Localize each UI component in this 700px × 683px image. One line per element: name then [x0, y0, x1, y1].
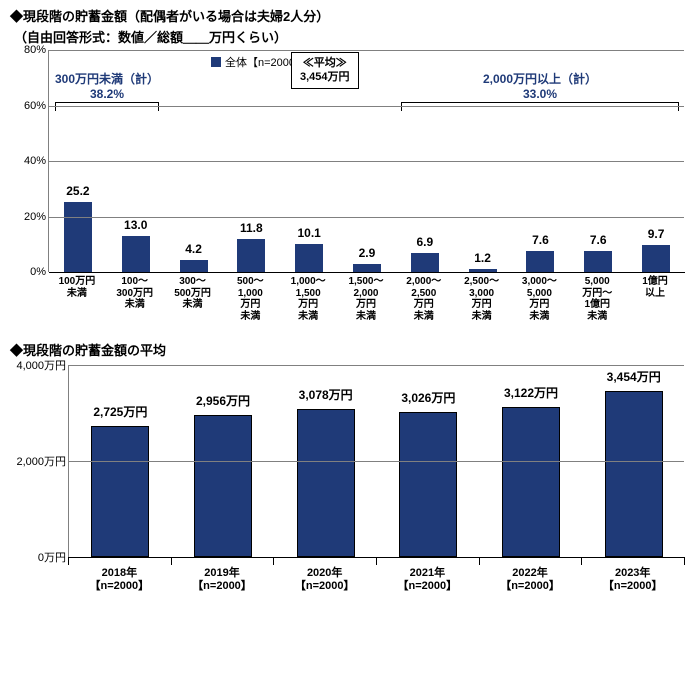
- chart1-bar-value: 6.9: [416, 235, 433, 249]
- chart2-bar-value: 3,078万円: [299, 386, 353, 403]
- chart1-x-label: 3,000～ 5,000 万円 未満: [511, 276, 569, 322]
- chart1-y-tick: 20%: [24, 211, 46, 223]
- avg-line1: ≪平均≫: [300, 56, 350, 70]
- chart1-title-line2: （自由回答形式：数値／総額＿＿万円くらい）: [0, 27, 700, 50]
- chart1-bar-value: 25.2: [66, 184, 89, 198]
- chart1-x-label: 1億円 以上: [626, 276, 684, 322]
- chart1-bar: [353, 264, 381, 272]
- chart2-x-label: 2020年 【n=2000】: [273, 567, 376, 593]
- chart2-y-tick: 2,000万円: [16, 453, 66, 469]
- chart2-bar: [297, 409, 355, 557]
- chart2: 0万円2,000万円4,000万円 2,725万円 2,956万円 3,078万円 3…: [12, 365, 692, 605]
- chart1-bar-value: 9.7: [648, 227, 665, 241]
- chart1-bar: [526, 251, 554, 272]
- chart2-bar: [91, 426, 149, 557]
- chart2-x-label: 2018年 【n=2000】: [68, 567, 171, 593]
- chart2-x-label: 2021年 【n=2000】: [376, 567, 479, 593]
- chart2-y-tick: 4,000万円: [16, 357, 66, 373]
- chart2-bar-value: 3,122万円: [504, 384, 558, 401]
- chart1-title-line1: ◆現段階の貯蓄金額（配偶者がいる場合は夫婦2人分）: [0, 0, 700, 27]
- chart1-plot: 25.213.04.211.810.12.96.91.27.67.69.7 全体…: [48, 50, 684, 272]
- chart2-bar: [605, 391, 663, 557]
- chart1-x-label: 2,000～ 2,500 万円 未満: [395, 276, 453, 322]
- chart1-y-tick: 60%: [24, 100, 46, 112]
- chart1-x-label: 1,500～ 2,000 万円 未満: [337, 276, 395, 322]
- chart1-bar-value: 10.1: [297, 226, 320, 240]
- chart1-bar: [411, 253, 439, 272]
- chart1-y-axis: 0%20%40%60%80%: [12, 50, 48, 272]
- chart1-bar-value: 7.6: [532, 233, 549, 247]
- chart1-bar: [642, 245, 670, 272]
- chart2-bar: [194, 415, 252, 557]
- chart1-x-label: 1,000～ 1,500 万円 未満: [279, 276, 337, 322]
- chart2-y-tick: 0万円: [38, 549, 66, 565]
- chart1-x-label: 2,500～ 3,000 万円 未満: [453, 276, 511, 322]
- chart1-average-box: ≪平均≫ 3,454万円: [291, 52, 359, 89]
- chart1-bar-value: 2.9: [359, 246, 376, 260]
- chart1: 0%20%40%60%80% 25.213.04.211.810.12.96.9…: [12, 50, 692, 310]
- chart1-y-tick: 40%: [24, 155, 46, 167]
- chart2-plot: 2,725万円 2,956万円 3,078万円 3,026万円 3,122万円 3,454…: [68, 365, 684, 557]
- chart1-x-labels: 100万円 未満100～ 300万円 未満300～ 500万円 未満500～ 1…: [48, 276, 684, 322]
- chart1-y-tick: 0%: [30, 266, 46, 278]
- chart1-bar-value: 4.2: [185, 242, 202, 256]
- chart2-bar-value: 2,956万円: [196, 392, 250, 409]
- chart1-bar-value: 11.8: [240, 221, 263, 235]
- chart1-bar: [584, 251, 612, 272]
- chart2-x-ticks: [68, 557, 684, 565]
- chart2-bar: [399, 412, 457, 557]
- chart2-x-labels: 2018年 【n=2000】2019年 【n=2000】2020年 【n=200…: [68, 567, 684, 593]
- chart1-x-label: 5,000 万円～ 1億円 未満: [568, 276, 626, 322]
- chart1-bar: [180, 260, 208, 272]
- chart2-bar-value: 3,026万円: [401, 389, 455, 406]
- chart2-bar-value: 3,454万円: [607, 368, 661, 385]
- chart1-bar: [122, 236, 150, 272]
- chart1-x-label: 500～ 1,000 万円 未満: [221, 276, 279, 322]
- chart1-x-label: 100～ 300万円 未満: [106, 276, 164, 322]
- chart1-bar-value: 1.2: [474, 251, 491, 265]
- chart2-x-label: 2022年 【n=2000】: [479, 567, 582, 593]
- chart1-bar: [64, 202, 92, 272]
- chart1-x-label: 100万円 未満: [48, 276, 106, 322]
- chart1-bar: [469, 269, 497, 272]
- chart2-x-label: 2019年 【n=2000】: [171, 567, 274, 593]
- chart1-bar: [237, 239, 265, 272]
- avg-line2: 3,454万円: [300, 70, 350, 84]
- chart2-bar: [502, 407, 560, 557]
- chart2-x-label: 2023年 【n=2000】: [581, 567, 684, 593]
- chart1-x-label: 300～ 500万円 未満: [164, 276, 222, 322]
- chart2-y-axis: 0万円2,000万円4,000万円: [12, 365, 68, 557]
- chart1-bar: [295, 244, 323, 272]
- chart1-bar-value: 7.6: [590, 233, 607, 247]
- chart1-y-tick: 80%: [24, 44, 46, 56]
- chart2-bar-value: 2,725万円: [93, 403, 147, 420]
- legend-swatch: [211, 57, 221, 67]
- chart1-bar-value: 13.0: [124, 218, 147, 232]
